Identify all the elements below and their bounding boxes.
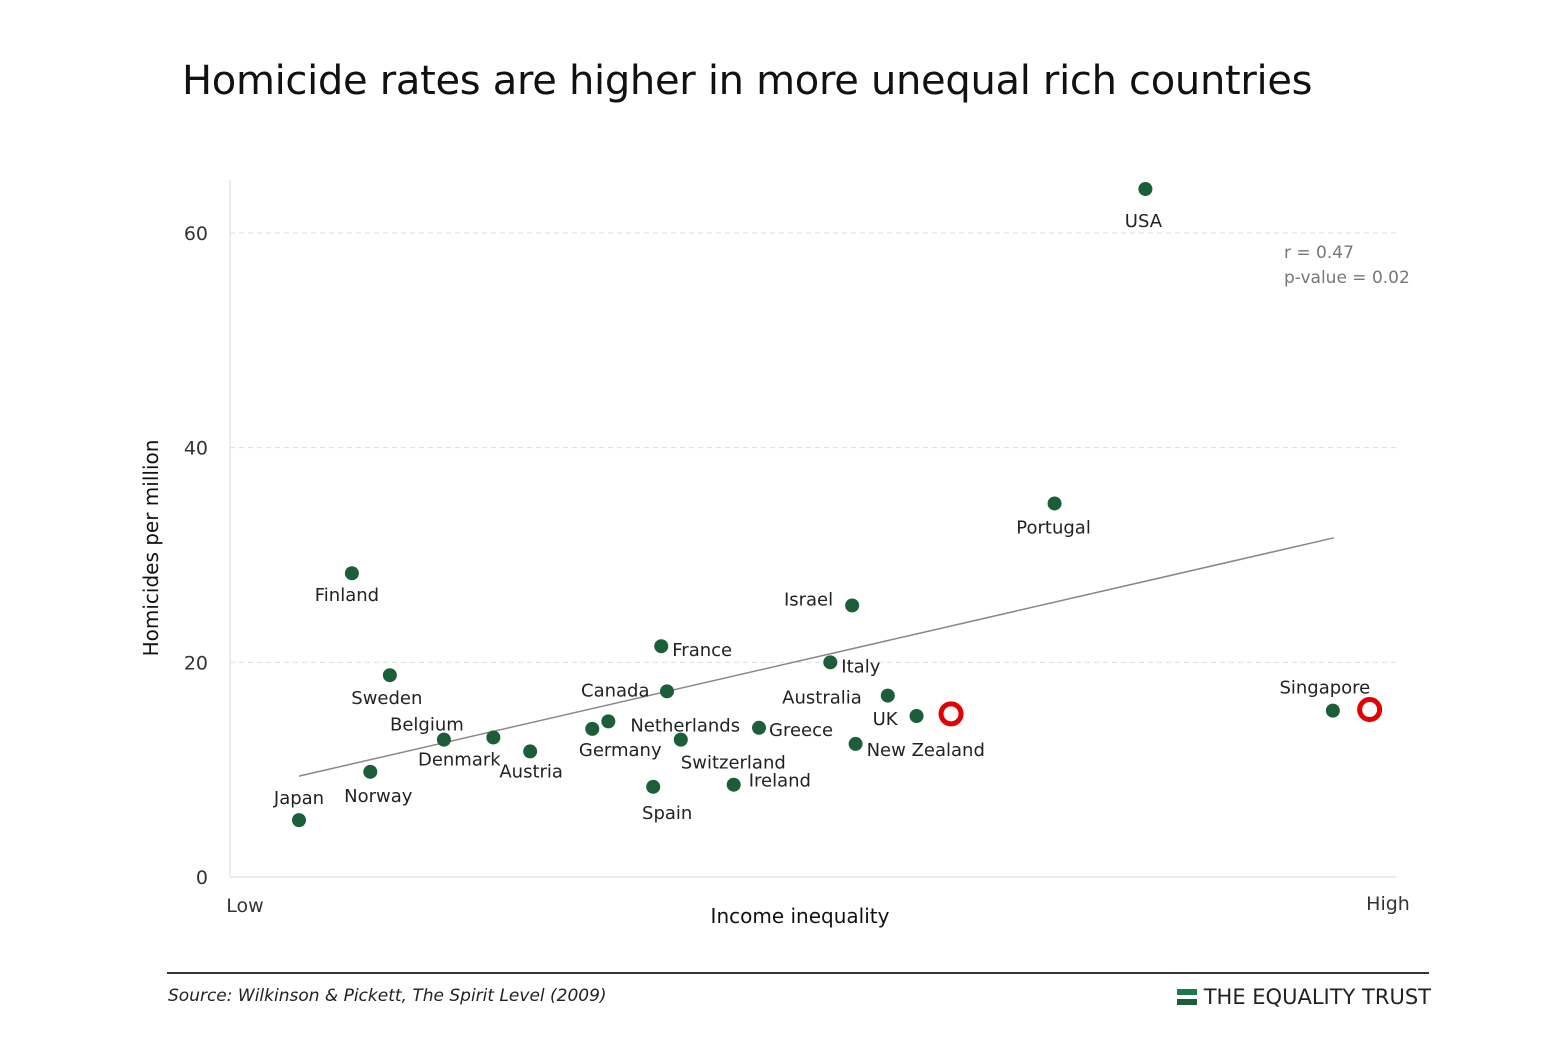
point-canada	[660, 684, 674, 699]
data-labels: JapanFinlandNorwaySwedenBelgiumDenmarkAu…	[273, 211, 1370, 824]
label-usa: USA	[1125, 211, 1163, 232]
point-netherlands	[601, 714, 616, 729]
p-value: p-value = 0.02	[1284, 268, 1410, 288]
point-spain	[646, 779, 661, 794]
point-austria	[523, 744, 538, 759]
point-denmark	[486, 730, 501, 745]
highlight-circle-1	[938, 701, 964, 727]
point-france	[654, 639, 669, 654]
brand-logo: THE EQUALITY TRUST	[1176, 985, 1431, 1009]
label-japan: Japan	[273, 788, 324, 809]
point-belgium	[436, 732, 451, 747]
label-australia: Australia	[782, 688, 862, 709]
highlight-circle-2	[1357, 697, 1383, 723]
label-netherlands: Netherlands	[630, 715, 740, 736]
trend-line-group	[298, 537, 1335, 777]
label-belgium: Belgium	[390, 715, 464, 736]
y-axis-title: Homicides per million	[139, 440, 163, 657]
label-finland: Finland	[315, 585, 379, 606]
label-spain: Spain	[642, 803, 692, 824]
point-germany	[585, 721, 600, 736]
highlight-markers	[938, 697, 1383, 727]
label-france: France	[672, 640, 732, 661]
point-uk	[909, 709, 924, 723]
trend-line	[298, 537, 1335, 777]
label-canada: Canada	[581, 680, 650, 701]
chart-title: Homicide rates are higher in more unequa…	[182, 58, 1313, 104]
y-tick-label-40: 40	[184, 438, 208, 460]
label-greece: Greece	[769, 720, 833, 741]
point-japan	[292, 813, 306, 828]
point-australia	[880, 688, 895, 703]
label-germany: Germany	[579, 740, 662, 761]
point-new-zealand	[848, 736, 863, 751]
point-switzerland	[673, 732, 688, 747]
y-tick-label-20: 20	[184, 652, 208, 674]
point-sweden	[382, 668, 397, 683]
data-points	[292, 181, 1340, 828]
equality-trust-logo-icon	[1176, 989, 1197, 1005]
correlation-r: r = 0.47	[1284, 243, 1354, 263]
label-israel: Israel	[784, 589, 833, 610]
point-greece	[752, 720, 766, 735]
x-axis-title: Income inequality	[711, 904, 890, 928]
label-denmark: Denmark	[418, 749, 501, 770]
point-singapore	[1325, 703, 1340, 718]
point-portugal	[1047, 496, 1062, 511]
point-italy	[823, 655, 838, 670]
footer-divider	[167, 972, 1429, 974]
y-tick-label-0: 0	[196, 867, 208, 889]
label-austria: Austria	[499, 761, 563, 782]
label-singapore: Singapore	[1279, 678, 1370, 699]
label-switzerland: Switzerland	[681, 753, 786, 774]
y-tick-label-60: 60	[184, 223, 208, 245]
label-norway: Norway	[344, 786, 413, 807]
label-new-zealand: New Zealand	[867, 740, 985, 761]
label-italy: Italy	[841, 656, 880, 677]
point-israel	[845, 598, 860, 613]
point-ireland	[726, 777, 741, 792]
brand-name: THE EQUALITY TRUST	[1203, 985, 1431, 1009]
label-portugal: Portugal	[1016, 517, 1091, 538]
point-finland	[344, 566, 359, 581]
label-uk: UK	[873, 709, 899, 730]
label-ireland: Ireland	[749, 771, 811, 792]
x-tick-label-high: High	[1366, 893, 1410, 915]
label-sweden: Sweden	[351, 688, 422, 709]
axes: 0 20 40 60	[184, 180, 1396, 889]
point-usa	[1138, 181, 1153, 196]
point-norway	[363, 764, 378, 779]
source-note: Source: Wilkinson & Pickett, The Spirit …	[168, 986, 607, 1006]
x-tick-label-low: Low	[226, 895, 263, 917]
